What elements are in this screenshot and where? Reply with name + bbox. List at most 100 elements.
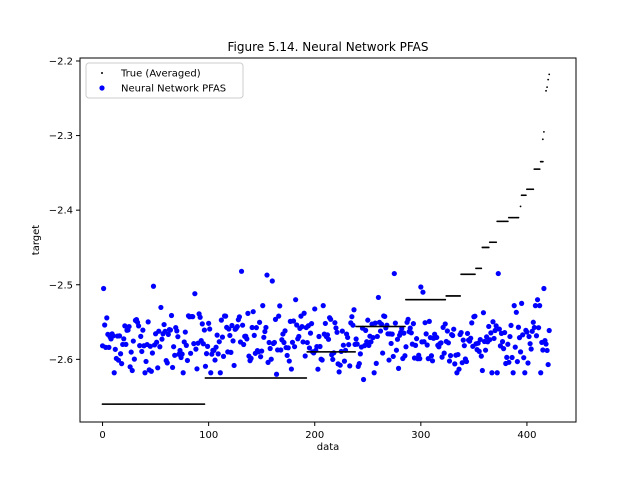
nn-point bbox=[446, 358, 453, 364]
nn-point bbox=[444, 328, 450, 334]
y-tick-label: −2.4 bbox=[49, 206, 73, 217]
nn-point bbox=[407, 325, 413, 331]
nn-point bbox=[477, 336, 483, 343]
nn-point bbox=[461, 343, 467, 349]
nn-point bbox=[231, 362, 237, 369]
chart-title: Figure 5.14. Neural Network PFAS bbox=[228, 40, 429, 54]
nn-point bbox=[101, 285, 107, 292]
nn-point bbox=[452, 361, 458, 367]
nn-point bbox=[296, 333, 302, 340]
nn-point bbox=[234, 323, 240, 330]
nn-point bbox=[171, 344, 177, 350]
nn-point bbox=[479, 367, 485, 374]
nn-point bbox=[159, 336, 165, 342]
nn-point bbox=[182, 329, 188, 335]
nn-point bbox=[341, 358, 348, 364]
nn-point bbox=[512, 344, 518, 350]
nn-point bbox=[390, 353, 396, 360]
nn-point bbox=[537, 303, 543, 309]
nn-point bbox=[363, 327, 369, 333]
nn-point bbox=[491, 335, 497, 342]
nn-point bbox=[208, 370, 214, 376]
nn-point bbox=[202, 363, 209, 369]
nn-point bbox=[307, 330, 314, 336]
nn-point bbox=[413, 336, 420, 342]
nn-point bbox=[230, 338, 236, 344]
nn-point bbox=[493, 323, 499, 329]
y-tick-label: −2.6 bbox=[49, 355, 73, 366]
true-point bbox=[541, 160, 544, 163]
nn-point bbox=[408, 330, 414, 336]
nn-point bbox=[429, 358, 436, 364]
nn-point bbox=[506, 359, 512, 365]
legend-box bbox=[85, 62, 244, 99]
nn-point bbox=[336, 369, 342, 375]
y-tick-label: −2.3 bbox=[49, 131, 73, 142]
data-points bbox=[99, 73, 552, 405]
nn-point bbox=[350, 322, 356, 328]
true-point bbox=[495, 241, 498, 244]
nn-point bbox=[480, 310, 487, 316]
y-axis-label: target bbox=[31, 225, 42, 255]
true-point bbox=[541, 138, 544, 141]
nn-point bbox=[284, 352, 290, 359]
nn-point bbox=[538, 370, 544, 376]
nn-point bbox=[277, 303, 283, 309]
nn-point bbox=[476, 348, 482, 354]
nn-point bbox=[374, 333, 380, 340]
nn-point bbox=[147, 343, 153, 349]
nn-point bbox=[199, 321, 205, 327]
nn-point bbox=[546, 327, 552, 334]
nn-point bbox=[264, 272, 270, 278]
nn-point bbox=[339, 328, 345, 334]
nn-point bbox=[253, 325, 259, 331]
nn-point bbox=[169, 364, 176, 371]
y-axis-ticks: −2.6 −2.5 −2.4 −2.3 −2.2 bbox=[49, 56, 80, 366]
x-tick-label: 0 bbox=[99, 430, 105, 441]
nn-point bbox=[442, 321, 448, 327]
nn-point bbox=[324, 332, 331, 338]
nn-point bbox=[545, 361, 551, 368]
nn-point bbox=[188, 350, 194, 356]
nn-point bbox=[248, 355, 254, 361]
nn-point bbox=[265, 359, 271, 365]
x-tick-label: 200 bbox=[305, 430, 324, 441]
nn-point bbox=[320, 303, 326, 309]
nn-point bbox=[337, 362, 343, 368]
nn-point bbox=[126, 323, 132, 330]
nn-point bbox=[405, 316, 411, 322]
nn-point bbox=[482, 347, 489, 353]
nn-point bbox=[293, 297, 299, 303]
nn-point bbox=[330, 356, 336, 363]
nn-point bbox=[510, 370, 516, 376]
nn-point bbox=[204, 343, 211, 349]
nn-point bbox=[164, 360, 170, 366]
nn-point bbox=[357, 351, 363, 357]
nn-point bbox=[494, 370, 500, 376]
nn-point bbox=[378, 321, 385, 327]
true-point bbox=[354, 350, 356, 353]
nn-point bbox=[360, 376, 367, 383]
y-tick-label: −2.2 bbox=[49, 56, 73, 67]
nn-point bbox=[215, 351, 221, 357]
nn-point bbox=[434, 334, 440, 341]
nn-point bbox=[401, 330, 407, 336]
nn-point bbox=[227, 332, 233, 339]
nn-point bbox=[424, 342, 430, 348]
nn-point bbox=[226, 326, 232, 332]
legend-nn-label: Neural Network PFAS bbox=[121, 84, 226, 95]
nn-point bbox=[131, 356, 137, 362]
nn-point bbox=[201, 327, 207, 333]
nn-point bbox=[368, 339, 374, 345]
nn-point bbox=[122, 323, 128, 329]
nn-point bbox=[304, 339, 310, 346]
x-tick-label: 100 bbox=[199, 430, 218, 441]
nn-point bbox=[315, 366, 321, 372]
nn-point bbox=[286, 358, 292, 364]
nn-point bbox=[213, 344, 219, 350]
nn-point bbox=[239, 322, 246, 328]
nn-point bbox=[110, 333, 116, 339]
nn-point bbox=[502, 329, 508, 336]
nn-point bbox=[158, 304, 164, 311]
nn-point bbox=[365, 317, 371, 323]
